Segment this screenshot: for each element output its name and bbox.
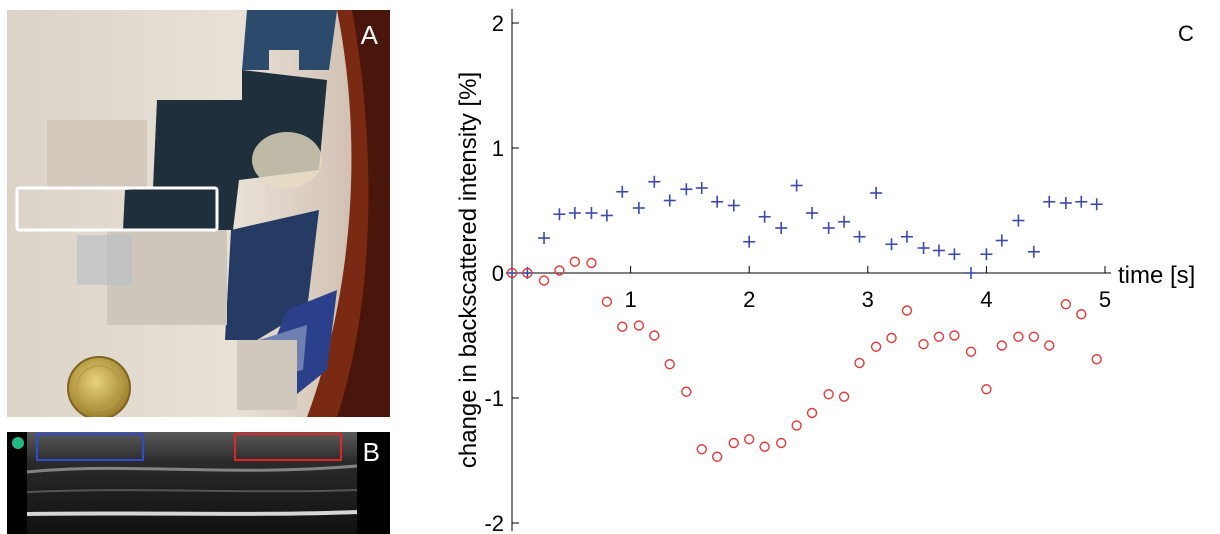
- blue-plus-point: [964, 267, 977, 279]
- red-circle-point: [886, 332, 897, 344]
- panel-b-label: B: [362, 437, 380, 467]
- blue-plus-point: [727, 199, 740, 212]
- blue-plus-point: [790, 179, 803, 192]
- blue-plus-point: [538, 232, 551, 244]
- red-circle-point: [1044, 340, 1055, 351]
- red-circle-point: [633, 320, 645, 331]
- x-tick-label: 5: [1099, 287, 1111, 312]
- blue-plus-point: [1059, 197, 1072, 209]
- red-circle-point: [1028, 331, 1040, 342]
- red-circle-point: [522, 267, 533, 279]
- blue-plus-point: [980, 248, 993, 261]
- blue-plus-point: [838, 215, 851, 228]
- blue-plus-point: [1090, 198, 1103, 211]
- red-circle-point: [823, 389, 834, 400]
- red-circle-point: [586, 257, 597, 269]
- blue-plus-point: [900, 230, 913, 243]
- x-tick-label: 2: [743, 287, 755, 312]
- blue-plus-point: [711, 195, 724, 208]
- blue-plus-point: [775, 222, 788, 234]
- red-circle-point: [681, 386, 692, 397]
- red-circle-point: [1013, 331, 1024, 342]
- red-circle-point: [554, 265, 565, 276]
- panel-a-label: A: [360, 20, 378, 50]
- panel-c-label: C: [1178, 21, 1194, 46]
- blue-plus-point: [917, 242, 930, 254]
- red-circle-point: [918, 339, 929, 350]
- red-circle-point: [838, 391, 850, 402]
- y-tick-label: 1: [492, 136, 504, 161]
- red-circle-point: [744, 434, 755, 445]
- red-circle-point: [506, 267, 518, 279]
- red-circle-point: [854, 357, 865, 369]
- blue-plus-point: [1075, 195, 1088, 208]
- red-circle-point: [759, 441, 770, 452]
- blue-plus-point: [648, 175, 661, 188]
- scatter-chart: 2 1 0 -1 -2 1 2 3 4 5 time [s] change in backscat…: [455, 9, 1195, 534]
- blue-roi-box: [36, 433, 144, 461]
- x-tick-label: 3: [862, 287, 874, 312]
- blue-plus-point: [1043, 195, 1056, 208]
- blue-plus-point: [695, 182, 708, 194]
- red-circle-point: [1060, 299, 1072, 310]
- red-circle-point: [1076, 309, 1087, 320]
- y-tick-label: -1: [484, 386, 504, 411]
- red-circle-point: [949, 330, 960, 341]
- red-circle-point: [776, 437, 787, 449]
- x-tick-label: 1: [624, 287, 636, 312]
- blue-plus-point: [568, 207, 581, 219]
- blue-plus-point: [932, 244, 945, 257]
- blue-plus-point: [616, 185, 629, 198]
- blue-plus-point: [680, 183, 693, 196]
- red-circle-point: [538, 275, 550, 286]
- red-circle-point: [1091, 354, 1102, 365]
- blue-plus-point: [743, 235, 756, 248]
- blue-plus-point: [822, 222, 835, 234]
- blue-plus-point: [758, 210, 771, 223]
- red-roi-box: [234, 433, 342, 461]
- blue-plus-point: [853, 230, 866, 243]
- red-circle-point: [664, 359, 675, 370]
- y-axis-title: change in backscattered intensity [%]: [455, 72, 482, 468]
- x-axis-title: time [s]: [1118, 262, 1195, 289]
- red-circle-point: [791, 420, 802, 431]
- blue-plus-point: [600, 209, 613, 222]
- blue-plus-point: [995, 234, 1008, 247]
- blue-plus-point: [885, 238, 898, 251]
- red-circle-point: [569, 256, 581, 267]
- red-circle-point: [933, 331, 945, 342]
- y-tick-label: 0: [492, 261, 504, 286]
- chart-axes: 2 1 0 -1 -2 1 2 3 4 5: [484, 9, 1111, 534]
- red-circle-point: [617, 321, 628, 332]
- blue-plus-point: [553, 208, 566, 221]
- x-tick-label: 4: [980, 287, 992, 312]
- red-circle-point: [601, 296, 613, 307]
- red-circle-point: [728, 437, 739, 449]
- red-circle-point: [711, 451, 723, 462]
- tattoo-photo: A: [7, 10, 390, 417]
- red-circle-point: [996, 340, 1008, 351]
- ultrasound-illustration: [7, 432, 390, 534]
- red-circle-point: [649, 330, 660, 341]
- blue-plus-point: [806, 207, 819, 219]
- blue-plus-point: [948, 248, 961, 261]
- blue-plus-point: [663, 194, 676, 207]
- red-circle-point: [870, 341, 882, 352]
- blue-plus-point: [632, 202, 645, 214]
- blue-plus-point: [585, 207, 598, 219]
- red-circle-point: [965, 346, 977, 357]
- red-circle-point: [981, 384, 992, 395]
- chart-marks: [506, 175, 1103, 462]
- red-circle-point: [806, 407, 818, 419]
- blue-plus-point: [1027, 245, 1040, 258]
- y-tick-label: -2: [484, 511, 504, 534]
- ultrasound-image: B: [7, 432, 390, 534]
- tattoo-photo-illustration: [7, 10, 390, 417]
- y-tick-label: 2: [492, 11, 504, 36]
- blue-plus-point: [1012, 214, 1025, 227]
- red-circle-point: [901, 305, 913, 316]
- ultrasound-marker-dot: [12, 437, 24, 449]
- red-circle-point: [696, 444, 707, 455]
- blue-plus-point: [870, 187, 883, 199]
